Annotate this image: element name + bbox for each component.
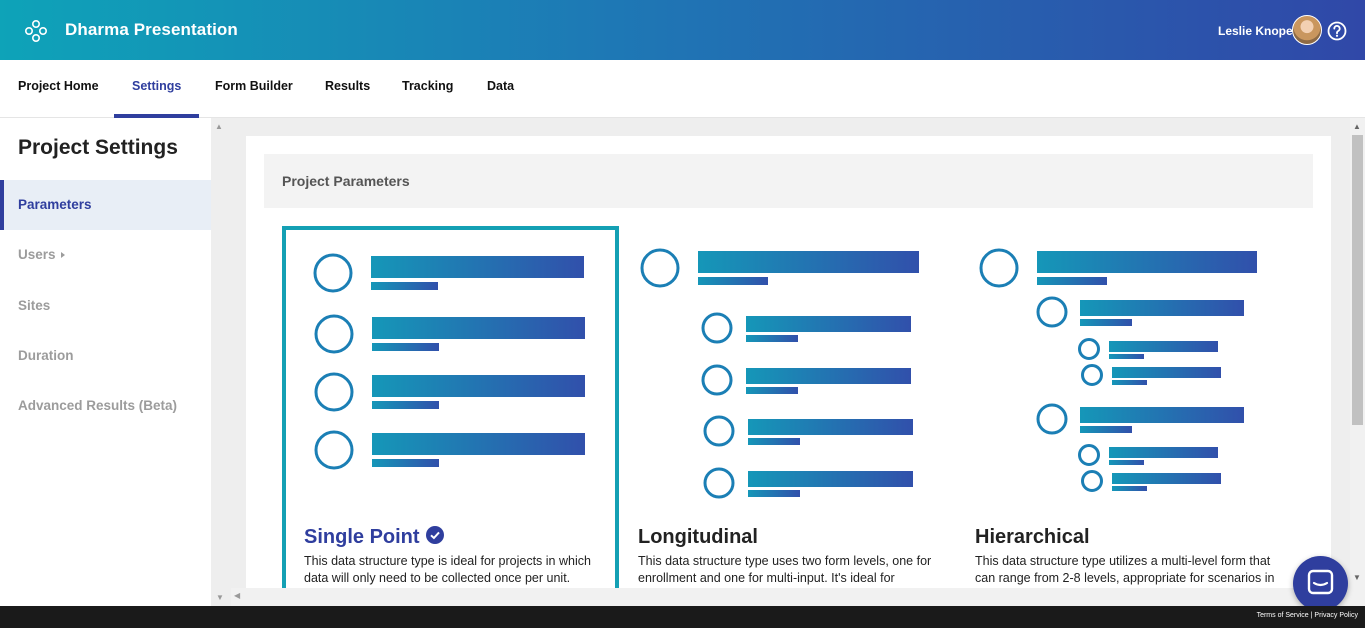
sidebar-item-label: Advanced Results (Beta)	[18, 398, 178, 413]
tab-results[interactable]: Results	[325, 79, 371, 93]
sidebar-item-label: Users	[18, 247, 56, 262]
option-description: This data structure type uses two form l…	[638, 553, 948, 587]
dharma-logo-icon[interactable]	[24, 18, 48, 44]
app-title: Dharma Presentation	[65, 20, 238, 39]
option-single-point[interactable]: Single Point This data structure type is…	[282, 226, 619, 588]
tab-settings[interactable]: Settings	[113, 60, 200, 118]
option-description: This data structure type utilizes a mult…	[975, 553, 1285, 587]
sidebar-item-users[interactable]: Users	[0, 230, 211, 280]
terms-of-service-link[interactable]: Terms of Service	[1256, 612, 1309, 619]
help-circle-icon[interactable]	[1327, 21, 1347, 41]
tab-tracking[interactable]: Tracking	[402, 79, 454, 93]
check-circle-icon	[425, 526, 444, 544]
option-title-text: Single Point	[304, 526, 420, 548]
chat-icon	[1307, 569, 1334, 595]
sidebar-item-duration[interactable]: Duration	[0, 331, 211, 381]
top-bar: Dharma Presentation Leslie Knope	[0, 0, 1365, 60]
horizontal-scrollbar[interactable]: ◀	[231, 588, 1350, 606]
main-nav: Project Home Settings Form Builder Resul…	[0, 60, 1365, 118]
sidebar-item-label: Duration	[18, 348, 74, 363]
footer-separator: |	[1310, 612, 1313, 619]
footer-links: Terms of Service | Privacy Policy	[1257, 612, 1358, 619]
hierarchical-illustration-icon	[979, 248, 1257, 492]
option-title: Hierarchical	[975, 526, 1090, 548]
sidebar-scroll-down-icon[interactable]: ▼	[216, 593, 224, 602]
footer: Terms of Service | Privacy Policy	[0, 606, 1365, 628]
option-description-line: This data structure type utilizes a mult…	[975, 554, 1271, 568]
option-description-line: This data structure type is ideal for pr…	[304, 554, 591, 568]
tab-project-home[interactable]: Project Home	[18, 79, 99, 93]
option-description-line: can range from 2-8 levels, appropriate f…	[975, 571, 1275, 585]
vertical-scrollbar[interactable]: ▲ ▼	[1350, 118, 1365, 606]
sidebar-item-sites[interactable]: Sites	[0, 281, 211, 331]
option-title: Longitudinal	[638, 526, 758, 548]
sidebar-item-parameters[interactable]: Parameters	[0, 180, 211, 230]
option-hierarchical[interactable]: Hierarchical This data structure type ut…	[956, 226, 1293, 588]
option-title: Single Point	[304, 526, 444, 549]
single-point-illustration-icon	[313, 253, 585, 470]
caret-right-icon	[60, 252, 65, 258]
scroll-up-icon[interactable]: ▲	[1353, 122, 1361, 131]
sidebar-item-advanced-results[interactable]: Advanced Results (Beta)	[0, 381, 211, 431]
tab-form-builder[interactable]: Form Builder	[215, 79, 293, 93]
sidebar-item-label: Sites	[18, 298, 51, 313]
tab-data[interactable]: Data	[487, 79, 515, 93]
user-name[interactable]: Leslie Knope	[1218, 24, 1293, 38]
parameters-card: Project Parameters	[246, 136, 1331, 588]
scrollbar-thumb[interactable]	[1352, 135, 1363, 425]
option-description-line: data will only need to be collected once…	[304, 571, 571, 585]
option-description: This data structure type is ideal for pr…	[304, 553, 609, 587]
option-longitudinal[interactable]: Longitudinal This data structure type us…	[619, 226, 956, 588]
option-description-line: enrollment and one for multi-input. It's…	[638, 571, 895, 585]
privacy-policy-link[interactable]: Privacy Policy	[1314, 612, 1358, 619]
option-description-line: This data structure type uses two form l…	[638, 554, 932, 568]
sidebar-title: Project Settings	[18, 136, 178, 159]
sidebar-item-label: Parameters	[18, 197, 92, 212]
longitudinal-illustration-icon	[640, 248, 919, 499]
settings-sidebar: Project Settings Parameters Users Sites …	[0, 118, 211, 606]
sidebar-scroll-up-icon[interactable]: ▲	[215, 122, 223, 131]
scroll-left-icon[interactable]: ◀	[234, 591, 241, 600]
avatar[interactable]	[1292, 15, 1322, 45]
main-content: Project Parameters	[231, 118, 1350, 588]
section-title: Project Parameters	[264, 154, 1313, 208]
scroll-down-icon[interactable]: ▼	[1353, 573, 1361, 582]
chat-launcher-button[interactable]	[1293, 556, 1348, 611]
